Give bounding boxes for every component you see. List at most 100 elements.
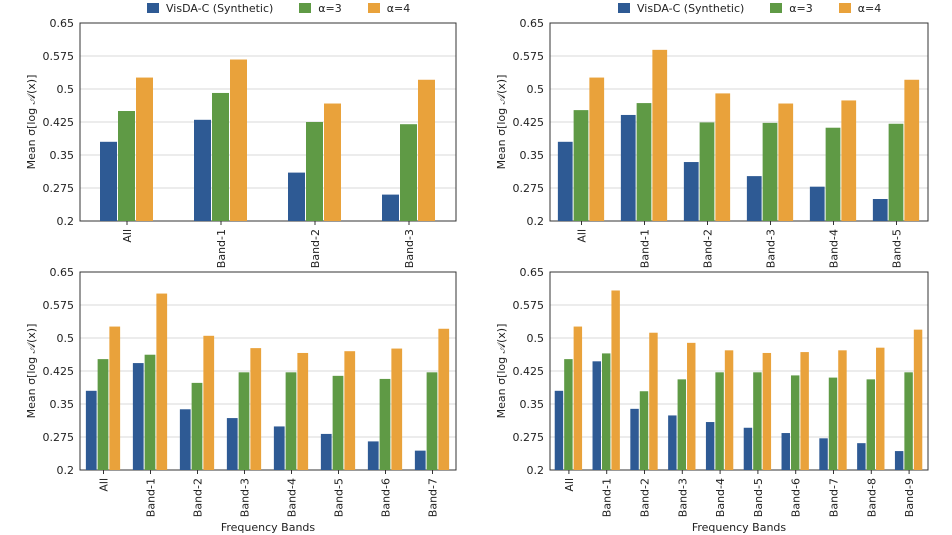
bar xyxy=(136,77,153,221)
legend-label-visda: VisDA-C (Synthetic) xyxy=(637,1,745,15)
bar xyxy=(683,162,699,221)
x-tick-label: Band-5 xyxy=(752,478,765,517)
y-tick-label: 0.35 xyxy=(520,398,545,411)
bar xyxy=(285,372,297,470)
legend-swatch-alpha4 xyxy=(367,3,380,13)
bar xyxy=(85,390,97,470)
x-tick-label: Band-2 xyxy=(192,478,205,517)
legend-label-alpha4: α=4 xyxy=(857,1,882,15)
x-tick-label: Band-3 xyxy=(403,229,416,268)
x-tick-label: Band-3 xyxy=(676,478,689,517)
x-tick-label: All xyxy=(563,478,576,492)
bar xyxy=(179,409,191,470)
x-tick-label: All xyxy=(98,478,111,492)
bar xyxy=(715,93,731,221)
bar xyxy=(904,79,920,221)
bar xyxy=(636,103,652,221)
x-tick-label: Band-8 xyxy=(865,478,878,517)
y-tick-label: 0.5 xyxy=(527,332,545,345)
bar xyxy=(564,359,573,470)
bar xyxy=(800,352,809,470)
bar xyxy=(630,408,639,470)
x-axis-label: Frequency Bands xyxy=(221,521,316,534)
bar xyxy=(778,103,794,221)
bar xyxy=(438,328,450,470)
y-tick-label: 0.35 xyxy=(520,149,545,162)
y-tick-label: 0.425 xyxy=(43,116,75,129)
y-tick-label: 0.2 xyxy=(57,215,75,228)
bar xyxy=(414,450,426,470)
bar xyxy=(203,335,215,470)
y-axis-label: Mean σ[log 𝒜(x)] xyxy=(25,324,38,419)
x-tick-label: Band-4 xyxy=(828,229,841,268)
bar xyxy=(611,290,620,470)
y-axis-label: Mean σ[log 𝒜(x)] xyxy=(495,75,508,170)
bar xyxy=(132,363,144,470)
bar xyxy=(743,427,753,470)
bar xyxy=(382,194,399,221)
legend-label-alpha4: α=4 xyxy=(386,1,411,15)
legend-left: VisDA-C (Synthetic) α=3 α=4 xyxy=(147,0,436,16)
bar xyxy=(601,353,611,470)
y-tick-label: 0.425 xyxy=(513,116,545,129)
y-tick-label: 0.2 xyxy=(527,215,545,228)
bar xyxy=(888,123,904,221)
bar xyxy=(332,375,344,470)
y-axis-label: Mean σ[log 𝒜(x)] xyxy=(495,324,508,419)
bar xyxy=(699,122,715,221)
y-tick-label: 0.5 xyxy=(527,83,545,96)
legend-label-alpha3: α=3 xyxy=(789,1,813,15)
bar xyxy=(250,348,262,470)
legend-item-alpha4: α=4 xyxy=(367,1,411,15)
bar xyxy=(790,375,800,470)
bar xyxy=(753,372,762,470)
bar xyxy=(194,119,211,221)
bar xyxy=(677,379,687,470)
plot-frame xyxy=(79,271,457,471)
bar xyxy=(872,199,888,221)
bar xyxy=(554,390,564,470)
bar xyxy=(297,352,309,470)
x-tick-label: Band-1 xyxy=(601,478,614,517)
bar xyxy=(344,351,356,470)
x-tick-label: Band-2 xyxy=(702,229,715,268)
x-tick-label: Band-6 xyxy=(790,478,803,517)
legend-right: VisDA-C (Synthetic) α=3 α=4 xyxy=(618,0,907,16)
bar xyxy=(904,372,913,470)
bar xyxy=(212,92,229,222)
bar xyxy=(379,378,391,470)
y-tick-label: 0.575 xyxy=(43,299,75,312)
y-tick-label: 0.2 xyxy=(527,464,545,477)
bar xyxy=(894,451,904,470)
bar xyxy=(109,326,121,470)
bar xyxy=(715,372,724,470)
bar xyxy=(156,293,168,470)
bar xyxy=(825,127,841,221)
y-tick-label: 0.275 xyxy=(513,431,545,444)
bar xyxy=(857,443,866,470)
y-tick-label: 0.65 xyxy=(50,17,75,30)
bar xyxy=(876,347,885,470)
legend-label-alpha3: α=3 xyxy=(318,1,342,15)
bar xyxy=(557,141,573,221)
x-tick-label: Band-2 xyxy=(639,478,652,517)
bar xyxy=(809,186,825,221)
legend-swatch-alpha3 xyxy=(299,3,312,13)
y-tick-label: 0.5 xyxy=(57,332,75,345)
bar xyxy=(589,77,605,221)
bar xyxy=(573,326,583,470)
y-tick-label: 0.65 xyxy=(50,266,75,279)
bar xyxy=(724,350,734,470)
bar xyxy=(391,348,403,470)
bar xyxy=(592,361,601,470)
legend-swatch-visda xyxy=(147,3,159,13)
x-tick-label: Band-1 xyxy=(145,478,158,517)
bar xyxy=(762,122,778,221)
plot-frame xyxy=(79,22,457,222)
x-tick-label: Band-7 xyxy=(427,478,440,517)
x-tick-label: Band-2 xyxy=(309,229,322,268)
y-tick-label: 0.35 xyxy=(50,149,75,162)
legend-item-visda: VisDA-C (Synthetic) xyxy=(618,2,744,15)
y-tick-label: 0.575 xyxy=(513,50,545,63)
